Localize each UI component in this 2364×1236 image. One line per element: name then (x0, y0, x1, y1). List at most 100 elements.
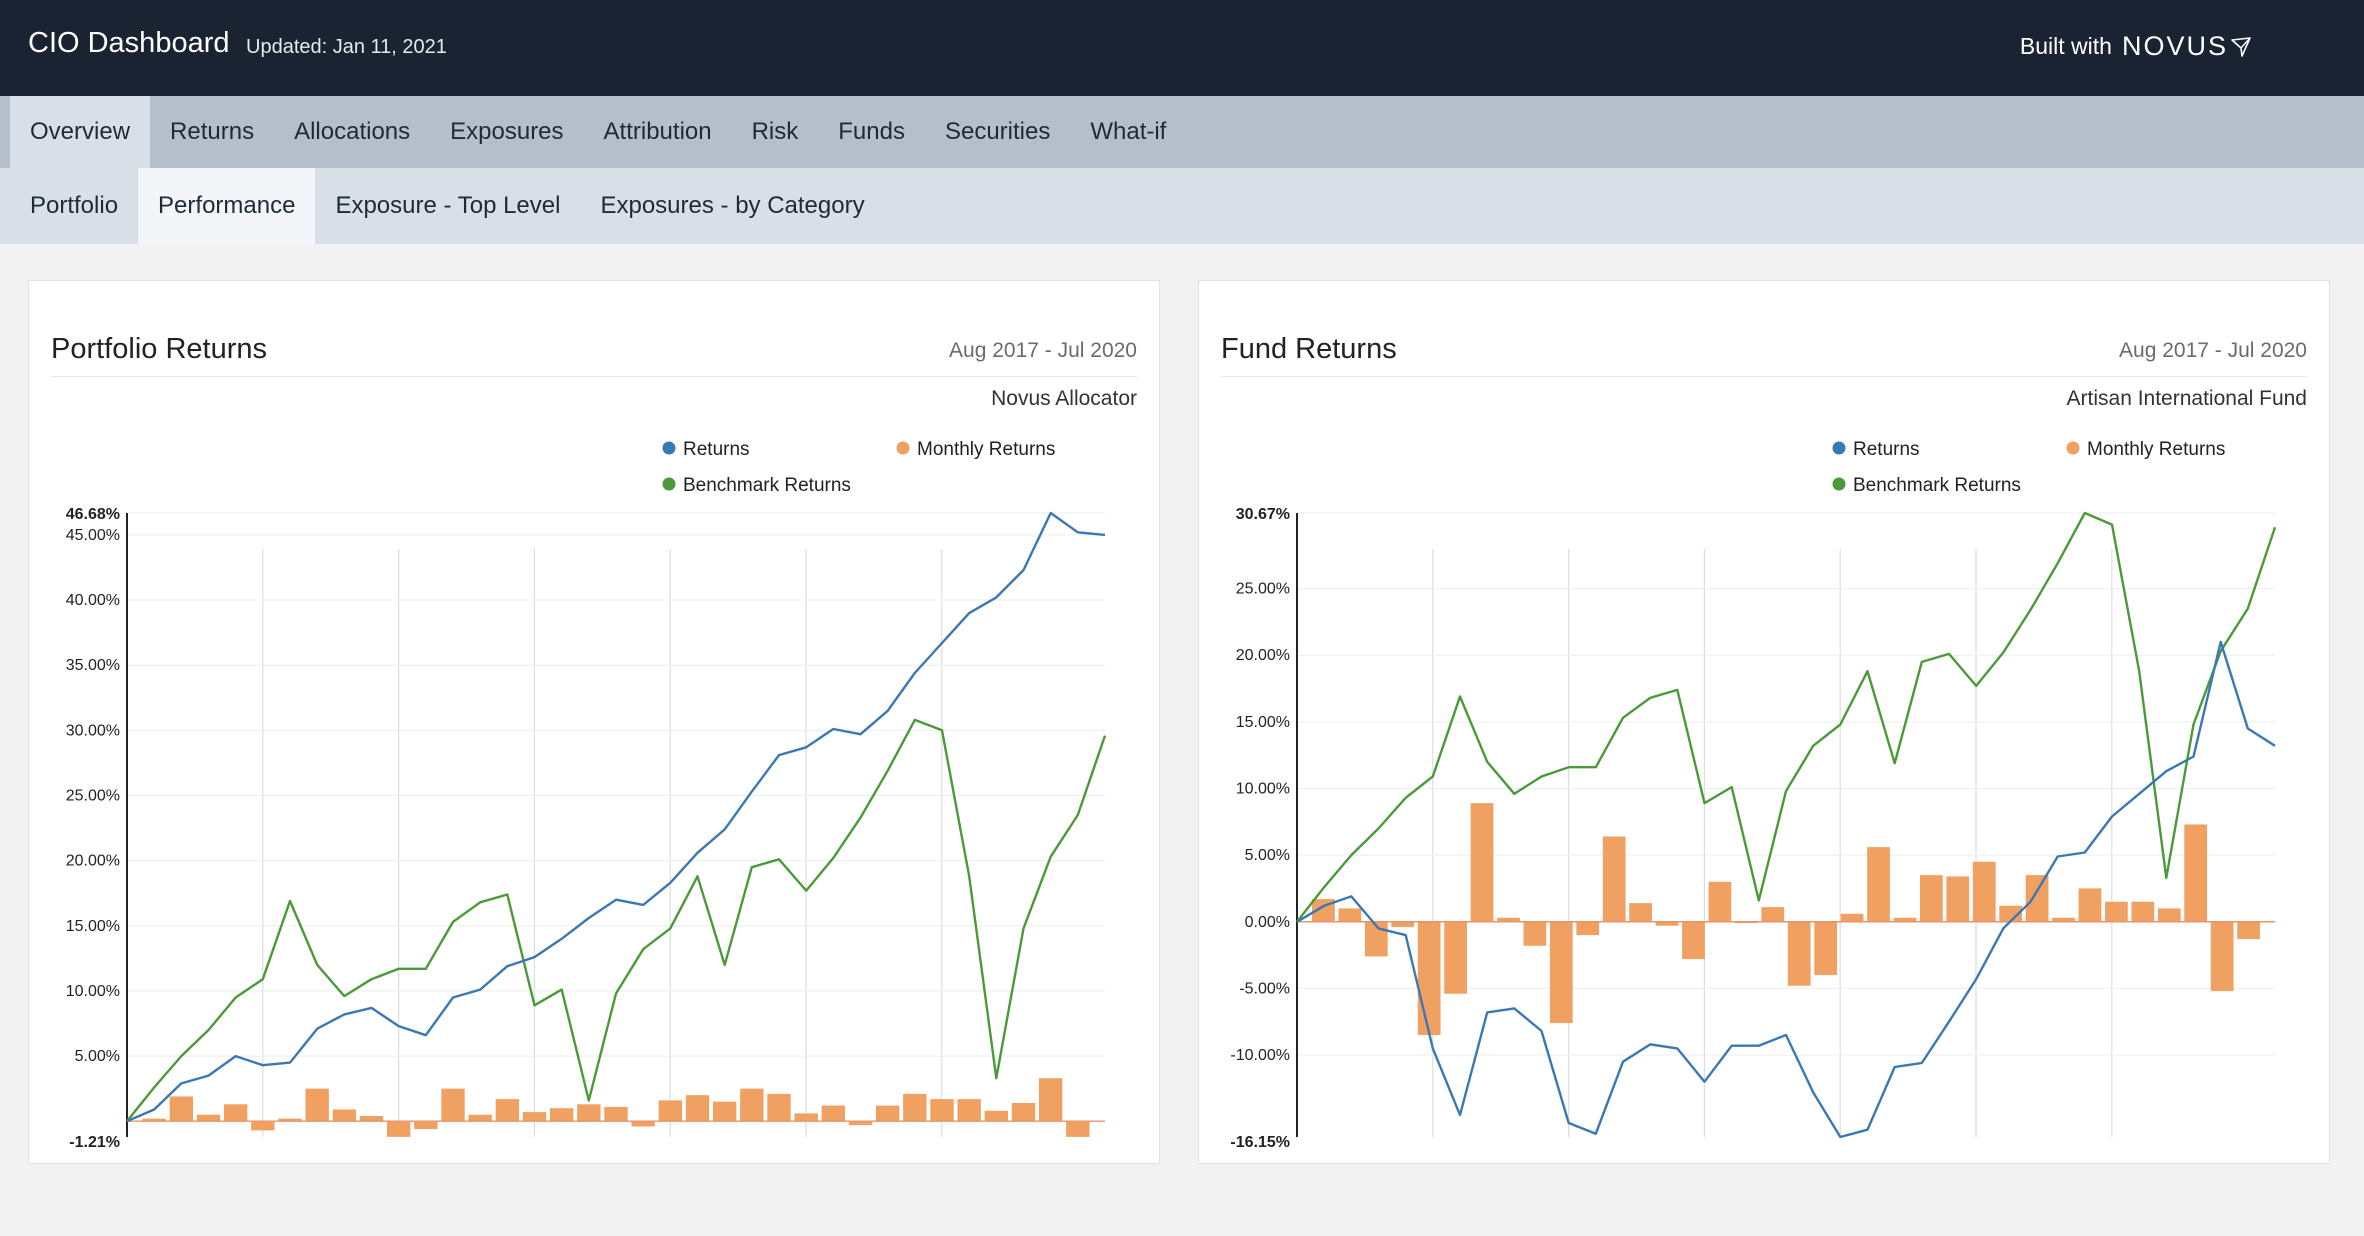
legend-item-monthly-returns[interactable]: Monthly Returns (2066, 439, 2226, 460)
monthly-return-bar[interactable] (1893, 917, 1917, 922)
monthly-return-bar[interactable] (386, 1121, 411, 1137)
monthly-return-bar[interactable] (1629, 903, 1652, 922)
monthly-return-bar[interactable] (196, 1114, 221, 1122)
monthly-return-bar[interactable] (1787, 921, 1811, 986)
benchmark-returns-line[interactable] (126, 718, 1107, 1122)
monthly-return-bar[interactable] (1038, 1078, 1063, 1122)
subtab-portfolio[interactable]: Portfolio (30, 192, 119, 219)
monthly-return-bar[interactable] (957, 1099, 981, 1122)
monthly-return-bar[interactable] (2131, 901, 2155, 922)
legend-label: Returns (1853, 439, 1920, 460)
monthly-return-bar[interactable] (142, 1118, 166, 1122)
returns-line[interactable] (1296, 640, 2276, 1139)
monthly-return-bar[interactable] (740, 1088, 764, 1122)
monthly-return-bar[interactable] (468, 1114, 492, 1122)
monthly-return-bar[interactable] (169, 1096, 194, 1122)
monthly-return-bar[interactable] (1655, 921, 1679, 926)
tab-funds[interactable]: Funds (838, 118, 905, 145)
card-title: Portfolio Returns (51, 333, 267, 365)
monthly-return-bar[interactable] (984, 1110, 1009, 1122)
monthly-return-bar[interactable] (1920, 875, 1943, 922)
monthly-return-bar[interactable] (332, 1109, 357, 1122)
grid-lines (127, 512, 1105, 1137)
subtab-performance[interactable]: Performance (138, 168, 316, 244)
subtab-exposures-by-category[interactable]: Exposures - by Category (600, 192, 865, 219)
legend-item-benchmark-returns[interactable]: Benchmark Returns (662, 475, 851, 496)
monthly-return-bar[interactable] (604, 1106, 628, 1122)
monthly-return-bar[interactable] (495, 1099, 520, 1122)
monthly-return-bar[interactable] (2210, 921, 2234, 992)
tab-risk[interactable]: Risk (751, 118, 799, 145)
monthly-return-bar[interactable] (1011, 1102, 1036, 1122)
monthly-return-bar[interactable] (1972, 861, 1996, 922)
monthly-return-bar[interactable] (767, 1093, 791, 1122)
monthly-return-bar[interactable] (441, 1088, 465, 1122)
monthly-return-bar[interactable] (1576, 921, 1600, 936)
tab-overview[interactable]: Overview (10, 96, 151, 168)
monthly-return-bar[interactable] (2078, 888, 2102, 922)
monthly-return-bar[interactable] (631, 1121, 655, 1127)
tab-attribution[interactable]: Attribution (603, 118, 712, 145)
monthly-return-bar[interactable] (848, 1121, 873, 1126)
monthly-return-bar[interactable] (2184, 824, 2208, 922)
y-min-label: -1.21% (69, 1134, 120, 1151)
monthly-return-bar[interactable] (305, 1088, 329, 1122)
monthly-return-bar[interactable] (875, 1105, 900, 1122)
monthly-return-bar[interactable] (930, 1099, 954, 1122)
monthly-return-bar[interactable] (1682, 921, 1705, 960)
monthly-return-bar[interactable] (821, 1105, 846, 1122)
monthly-return-bar[interactable] (549, 1108, 574, 1122)
monthly-return-bar[interactable] (2105, 901, 2128, 922)
monthly-return-bar[interactable] (1417, 921, 1441, 1036)
subtab-exposure-top-level[interactable]: Exposure - Top Level (335, 192, 561, 219)
monthly-return-bar[interactable] (903, 1093, 927, 1122)
monthly-return-bar[interactable] (712, 1101, 737, 1122)
monthly-return-bar[interactable] (1708, 881, 1732, 922)
monthly-return-bar[interactable] (251, 1121, 275, 1131)
legend-item-benchmark-returns[interactable]: Benchmark Returns (1832, 475, 2021, 496)
monthly-return-bar[interactable] (1999, 905, 2023, 922)
returns-line[interactable] (126, 511, 1106, 1123)
benchmark-returns-line[interactable] (1296, 511, 2277, 923)
monthly-return-bar[interactable] (2157, 908, 2181, 922)
y-tick-label: 10.00% (66, 983, 120, 1000)
monthly-return-bar[interactable] (1391, 921, 1415, 928)
monthly-return-bar[interactable] (794, 1113, 818, 1122)
monthly-return-bar[interactable] (522, 1112, 547, 1122)
fund-returns-card: Fund Returns Aug 2017 - Jul 2020 Artisan… (1198, 280, 2330, 1164)
monthly-return-bar[interactable] (1867, 847, 1890, 922)
monthly-return-bar[interactable] (1066, 1121, 1090, 1137)
monthly-return-bar[interactable] (2052, 917, 2075, 922)
monthly-return-bar[interactable] (2025, 875, 2049, 922)
monthly-return-bar[interactable] (1338, 908, 1362, 922)
monthly-return-bar[interactable] (278, 1118, 302, 1122)
monthly-return-bar[interactable] (223, 1104, 248, 1122)
tab-securities[interactable]: Securities (944, 118, 1051, 145)
monthly-return-bar[interactable] (658, 1100, 683, 1122)
y-tick-label: 15.00% (66, 918, 120, 935)
tab-exposures[interactable]: Exposures (450, 118, 564, 145)
monthly-return-bar[interactable] (2237, 921, 2260, 940)
monthly-return-bar[interactable] (1470, 803, 1494, 922)
tab-returns[interactable]: Returns (170, 118, 255, 145)
tab-what-if[interactable]: What-if (1090, 118, 1167, 145)
monthly-return-bar[interactable] (685, 1095, 710, 1122)
top-header: CIO Dashboard Updated: Jan 11, 2021 Buil… (0, 0, 2364, 96)
monthly-return-bar[interactable] (1444, 921, 1467, 994)
legend-item-returns[interactable]: Returns (1832, 439, 1920, 460)
monthly-return-bar[interactable] (1946, 876, 1970, 922)
monthly-return-bar[interactable] (1761, 907, 1785, 922)
monthly-return-bar[interactable] (1497, 917, 1520, 922)
monthly-return-bar[interactable] (1840, 913, 1864, 922)
monthly-return-bar[interactable] (1814, 921, 1838, 976)
tab-allocations[interactable]: Allocations (294, 118, 411, 145)
monthly-return-bar[interactable] (1523, 921, 1547, 946)
built-with-brand[interactable]: Built with NOVUS (2020, 31, 2252, 62)
monthly-return-bar[interactable] (1549, 921, 1573, 1024)
monthly-return-bar[interactable] (359, 1116, 384, 1122)
legend-item-returns[interactable]: Returns (662, 439, 750, 460)
monthly-return-bar[interactable] (414, 1121, 438, 1130)
legend-item-monthly-returns[interactable]: Monthly Returns (896, 439, 1056, 460)
monthly-return-bar[interactable] (1602, 836, 1626, 922)
monthly-return-bar[interactable] (577, 1104, 601, 1122)
